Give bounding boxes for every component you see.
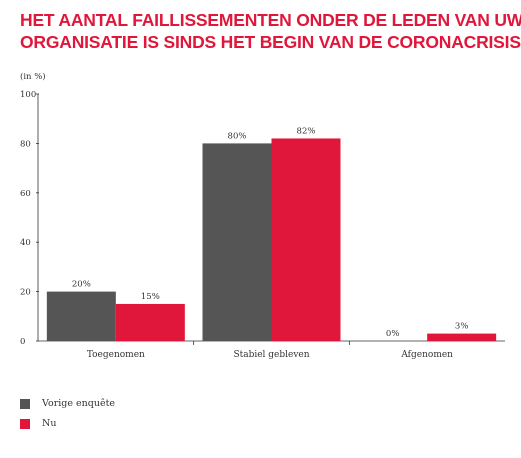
y-unit-label: (in %) (20, 71, 46, 82)
y-tick-label: 80 (20, 139, 31, 149)
data-label: 0% (386, 329, 400, 339)
x-tick-label: Afgenomen (400, 350, 453, 360)
chart-title: HET AANTAL FAILLISSEMENTEN ONDER DE LEDE… (20, 9, 521, 53)
y-tick-label: 20 (20, 288, 31, 298)
data-label: 80% (228, 131, 247, 141)
data-label: 3% (455, 322, 469, 332)
data-label: 82% (297, 126, 316, 136)
y-tick-label: 100 (20, 90, 36, 100)
bar (427, 333, 497, 341)
y-tick-label: 40 (20, 238, 31, 248)
bar (115, 303, 185, 341)
data-label: 15% (141, 292, 160, 302)
legend-swatch-vorige (20, 398, 30, 409)
data-label: 20% (72, 280, 91, 290)
bar (202, 143, 272, 341)
x-tick-label: Toegenomen (87, 350, 145, 360)
x-tick-label: Stabiel gebleven (233, 350, 309, 360)
y-tick-label: 0 (20, 337, 25, 347)
chart-title-line-1: HET AANTAL FAILLISSEMENTEN ONDER DE LEDE… (20, 10, 521, 30)
chart-title-line-2: ORGANISATIE IS SINDS HET BEGIN VAN DE CO… (20, 32, 521, 52)
y-tick-label: 60 (20, 189, 31, 199)
bar (46, 291, 116, 341)
legend-label-vorige: Vorige enquête (42, 398, 116, 409)
legend-item-nu: Nu (20, 418, 56, 429)
bar (271, 138, 341, 341)
legend-label-nu: Nu (42, 418, 57, 429)
legend-item-vorige: Vorige enquête (20, 398, 115, 409)
legend-swatch-nu (20, 418, 30, 429)
